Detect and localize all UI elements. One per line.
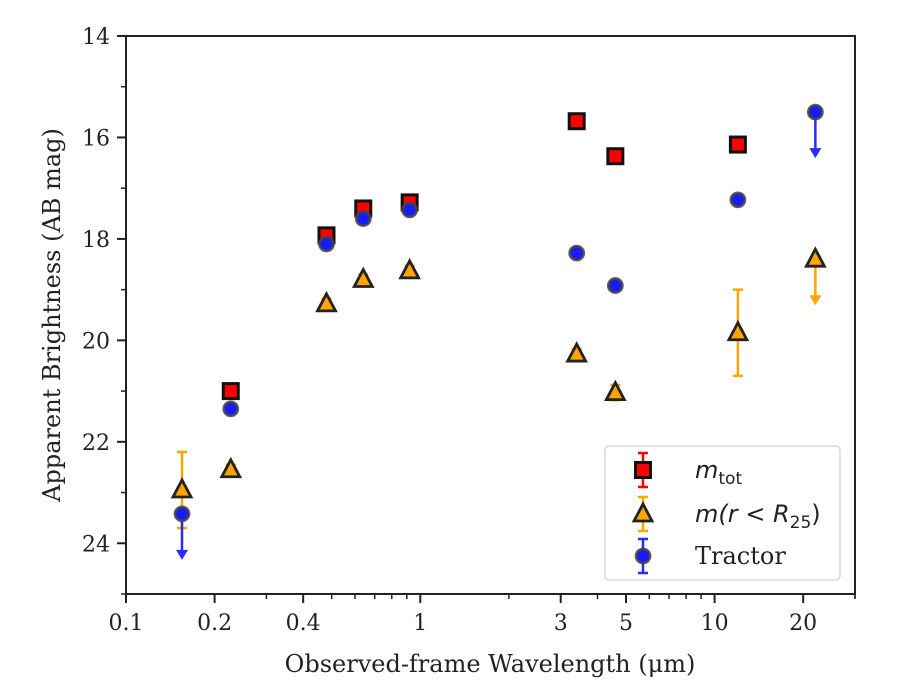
y-tick-label: 22: [82, 431, 110, 456]
data-point: [219, 456, 243, 479]
data-point: [351, 266, 375, 288]
y-tick-label: 16: [82, 126, 110, 151]
y-axis: 14 16 18 20 22 24: [82, 25, 126, 595]
legend-label: mtot: [695, 456, 742, 489]
data-point: [315, 290, 338, 313]
data-point: [606, 277, 624, 294]
data-point: [568, 244, 586, 262]
data-point: [728, 135, 747, 154]
y-tick-label: 24: [82, 532, 110, 557]
data-point: [567, 112, 586, 131]
data-point: [606, 147, 625, 166]
x-axis-label: Observed-frame Wavelength (μm): [285, 650, 696, 678]
x-tick-label: 0.2: [197, 611, 232, 636]
data-point: [173, 505, 191, 523]
data-point: [804, 246, 827, 268]
legend-frame: [604, 445, 841, 581]
legend-marker: [634, 547, 652, 565]
data-point: [806, 103, 824, 121]
data-point: [318, 235, 335, 253]
legend: mtot m(r < R25) Tractor: [604, 445, 841, 581]
legend-marker: [631, 501, 655, 523]
data-point: [222, 400, 240, 418]
data-point: [729, 191, 747, 209]
y-tick-label: 18: [82, 228, 110, 253]
data-point: [401, 201, 419, 219]
data-point: [565, 341, 589, 363]
x-axis: 0.1 0.2 0.4 1 3 5 10 20: [109, 594, 856, 636]
x-tick-label: 1: [413, 611, 427, 636]
upper-limit-arrowhead: [809, 295, 822, 306]
data-point: [221, 382, 240, 401]
x-tick-label: 5: [619, 611, 633, 636]
upper-limit-arrowhead: [809, 148, 822, 159]
y-tick-label: 20: [82, 329, 110, 354]
data-point: [170, 477, 194, 499]
data-point: [398, 257, 421, 280]
legend-label: Tractor: [695, 542, 786, 570]
data-point: [726, 319, 750, 342]
upper-limit-arrowhead: [176, 549, 189, 560]
data-point: [354, 210, 372, 228]
series-circle: [173, 103, 824, 560]
plot-frame: [125, 35, 856, 595]
x-tick-label: 0.4: [286, 611, 321, 636]
legend-marker: [634, 461, 652, 479]
data-point: [604, 379, 627, 402]
data-marks: [170, 103, 827, 560]
x-tick-label: 0.1: [109, 611, 144, 636]
y-tick-label: 14: [82, 25, 110, 50]
legend-label: m(r < R25): [695, 500, 821, 533]
x-tick-label: 3: [554, 611, 568, 636]
x-tick-label: 20: [789, 611, 817, 636]
x-tick-label: 10: [701, 611, 729, 636]
y-axis-label: Apparent Brightness (AB mag): [38, 128, 66, 503]
